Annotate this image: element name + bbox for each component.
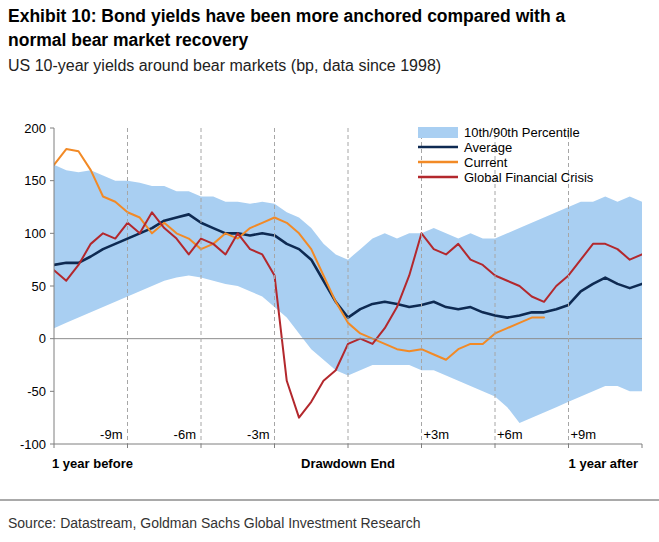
legend-swatch xyxy=(418,161,458,164)
x-tick xyxy=(274,444,275,448)
legend-label: Global Financial Crisis xyxy=(464,170,594,185)
x-dashed-line xyxy=(274,128,275,444)
x-tick-label: +3m xyxy=(424,427,450,442)
x-tick-label: +6m xyxy=(497,427,523,442)
y-tick xyxy=(50,338,54,339)
title: Exhibit 10: Bond yields have been more a… xyxy=(8,4,618,52)
x-tick xyxy=(495,444,496,448)
y-tick-label: -50 xyxy=(27,384,46,399)
chart: 1 year before -9m -6m -3m Drawdown End +3m +6m… xyxy=(0,0,659,542)
y-tick xyxy=(50,233,54,234)
legend-label: 10th/90th Percentile xyxy=(464,125,580,140)
y-tick xyxy=(50,444,54,445)
x-tick xyxy=(642,444,643,448)
x-dashed-line xyxy=(421,128,422,444)
legend-swatch xyxy=(418,127,458,138)
x-dashed-line xyxy=(201,128,202,444)
x-tick xyxy=(201,444,202,448)
source: Source: Datastream, Goldman Sachs Global… xyxy=(8,515,420,531)
separator xyxy=(0,500,659,501)
x-tick xyxy=(54,444,55,448)
x-tick xyxy=(348,444,349,448)
y-tick-label: 200 xyxy=(24,121,46,136)
x-tick-label: -9m xyxy=(100,427,122,442)
x-tick-label: 1 year before xyxy=(52,456,133,471)
x-tick-label: +9m xyxy=(571,427,597,442)
subtitle: US 10-year yields around bear markets (b… xyxy=(8,57,441,75)
percentile-band xyxy=(54,165,642,423)
x-tick-label: -6m xyxy=(174,427,196,442)
y-tick xyxy=(50,128,54,129)
legend-swatch xyxy=(418,146,458,149)
x-axis xyxy=(54,444,642,445)
y-tick-label: 0 xyxy=(39,331,46,346)
y-tick-label: 50 xyxy=(32,279,46,294)
x-tick-label: 1 year after xyxy=(569,456,638,471)
legend-swatch xyxy=(418,176,458,179)
legend-label: Current xyxy=(464,155,508,170)
y-tick xyxy=(50,180,54,181)
x-tick xyxy=(127,444,128,448)
x-tick-label: Drawdown End xyxy=(301,456,395,471)
y-tick xyxy=(50,391,54,392)
x-tick xyxy=(421,444,422,448)
x-tick-label: -3m xyxy=(247,427,269,442)
x-dashed-line xyxy=(348,128,349,444)
legend-label: Average xyxy=(464,140,512,155)
x-dashed-line xyxy=(127,128,128,444)
legend: 10th/90th PercentileAverageCurrentGlobal… xyxy=(418,125,594,185)
x-tick xyxy=(568,444,569,448)
y-tick-label: 100 xyxy=(24,226,46,241)
y-tick xyxy=(50,286,54,287)
y-tick-label: -100 xyxy=(20,437,46,452)
y-tick-label: 150 xyxy=(24,173,46,188)
